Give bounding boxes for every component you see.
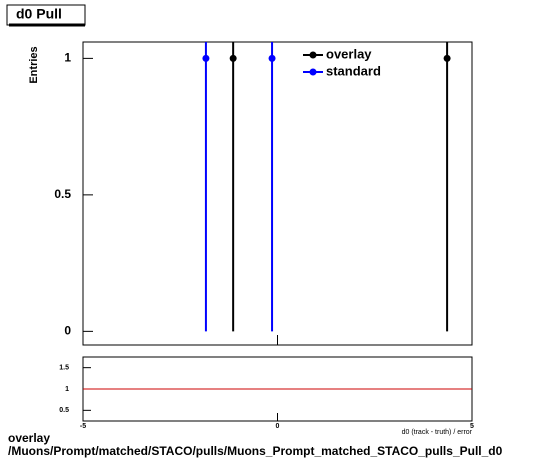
point	[268, 54, 276, 62]
legend-marker	[309, 51, 317, 59]
x-tick-label: -5	[80, 423, 86, 430]
x-tick-label: 0	[276, 423, 280, 430]
y-tick-label: 1	[64, 51, 71, 65]
x-tick-label: 5	[470, 423, 474, 430]
main-frame	[82, 41, 473, 346]
point	[229, 54, 237, 62]
x-axis-label: d0 (track - truth) / error	[402, 429, 473, 436]
y-tick-label: 1.5	[59, 365, 69, 372]
y-axis-label: Entries	[28, 46, 40, 83]
legend-label: overlay	[326, 46, 372, 61]
y-tick-label: 0.5	[59, 407, 69, 414]
chart-title: d0 Pull	[16, 6, 62, 22]
legend-marker	[309, 68, 317, 76]
point	[443, 54, 451, 62]
y-tick-label: 1	[65, 386, 69, 393]
y-tick-label: 0.5	[54, 187, 71, 201]
footer-line: overlay	[8, 431, 50, 445]
y-tick-label: 0	[64, 324, 71, 338]
point	[202, 54, 210, 62]
legend-label: standard	[326, 63, 381, 78]
footer-line: /Muons/Prompt/matched/STACO/pulls/Muons_…	[8, 444, 503, 458]
